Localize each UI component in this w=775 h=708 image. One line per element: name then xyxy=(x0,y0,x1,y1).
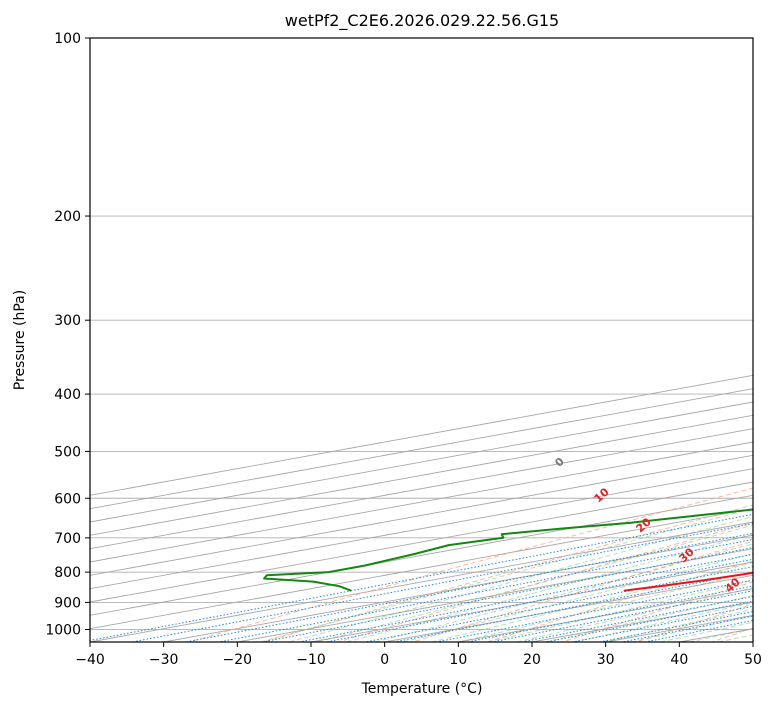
isotherm-gridline xyxy=(90,481,753,603)
reference-lines xyxy=(90,38,753,642)
mixing-ratio-line xyxy=(492,590,753,642)
isotherm-gridline xyxy=(90,521,753,642)
x-axis-ticks: −40 −30 −20 −10 0 10 20 30 40 50 xyxy=(75,642,762,668)
moist-adiabat xyxy=(487,579,753,642)
isotherm-gridline xyxy=(90,508,753,630)
x-tick-label: −20 xyxy=(223,652,253,668)
y-tick-label: 600 xyxy=(54,491,81,507)
mixing-ratio-line xyxy=(546,600,753,642)
y-tick-label: 100 xyxy=(54,31,81,47)
isotherm-gridline xyxy=(90,468,753,590)
isotherm-gridline xyxy=(90,441,753,563)
mixing-ratio-line xyxy=(599,611,753,642)
isotherm-gridline xyxy=(90,454,753,576)
x-tick-label: 50 xyxy=(744,652,762,668)
x-tick-label: 40 xyxy=(670,652,688,668)
moist-adiabat xyxy=(544,594,753,642)
y-tick-label: 1000 xyxy=(45,622,81,638)
x-tick-label: −10 xyxy=(296,652,326,668)
isotherm-gridline xyxy=(163,534,753,642)
isotherm-gridline xyxy=(90,428,753,550)
y-tick-label: 500 xyxy=(54,444,81,460)
mixing-ratio-line xyxy=(90,513,753,641)
moist-adiabat xyxy=(260,507,753,642)
profiles xyxy=(263,508,753,592)
y-tick-label: 900 xyxy=(54,595,81,611)
mixing-ratio-line xyxy=(394,571,753,642)
y-tick-label: 700 xyxy=(54,531,81,547)
y-tick-label: 800 xyxy=(54,565,81,581)
chart-title: wetPf2_C2E6.2026.029.22.56.G15 xyxy=(285,11,559,31)
y-tick-label: 300 xyxy=(54,313,81,329)
y-axis-ticks: 100 200 300 400 500 600 700 800 900 1000 xyxy=(45,31,90,638)
mixing-ratio-line xyxy=(185,532,753,642)
mixing-ratio-line xyxy=(262,546,753,642)
isotherm-gridline xyxy=(90,494,753,616)
moist-adiabat xyxy=(431,562,753,642)
x-tick-label: −40 xyxy=(75,652,105,668)
y-tick-label: 400 xyxy=(54,387,81,403)
dewpoint-profile-line xyxy=(263,508,753,592)
x-tick-label: 0 xyxy=(380,652,389,668)
plot-frame xyxy=(89,37,754,643)
x-tick-label: 20 xyxy=(523,652,541,668)
y-tick-label: 200 xyxy=(54,209,81,225)
moist-adiabat xyxy=(288,515,753,642)
x-tick-label: 10 xyxy=(449,652,467,668)
x-axis-label: Temperature (°C) xyxy=(361,681,483,697)
mixing-ratio-line xyxy=(436,579,753,642)
moist-adiabat xyxy=(317,524,753,642)
x-tick-label: 30 xyxy=(597,652,615,668)
y-axis-label: Pressure (hPa) xyxy=(12,290,28,390)
x-tick-label: −30 xyxy=(149,652,179,668)
moist-adiabat xyxy=(374,543,753,642)
